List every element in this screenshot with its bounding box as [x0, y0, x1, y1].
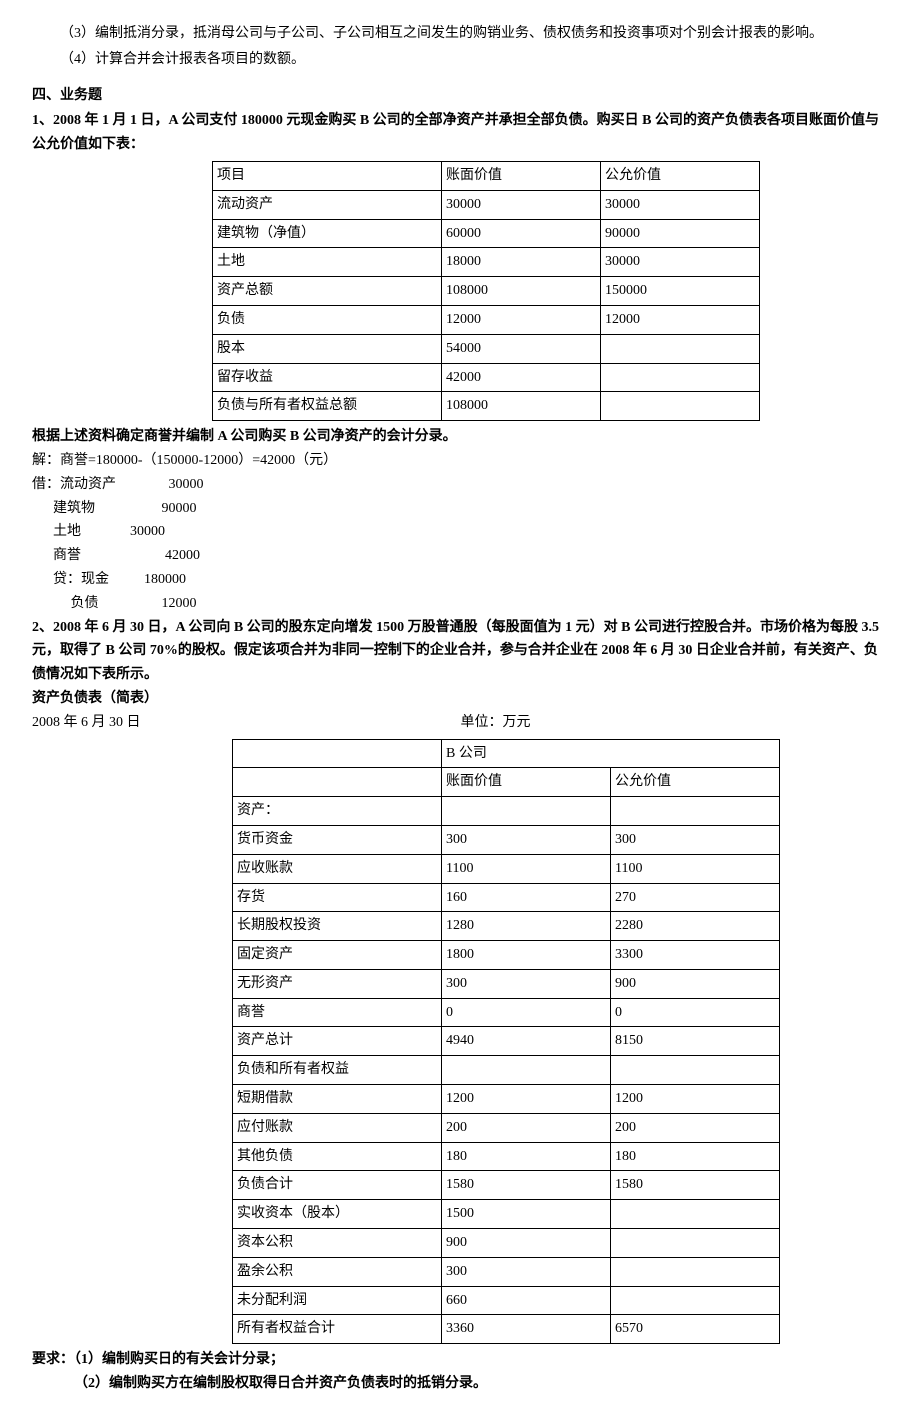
- t2-header-blank: [233, 739, 442, 768]
- q2-req2: （2）编制购买方在编制股权取得日合并资产负债表时的抵销分录。: [32, 1372, 888, 1396]
- table-row: 负债和所有者权益: [233, 1056, 780, 1085]
- q1-entries: 借：流动资产 30000 建筑物 90000 土地 30000 商誉 42000…: [32, 473, 888, 616]
- q1-solution-line: 解：商誉=180000-（150000-12000）=42000（元）: [32, 449, 888, 473]
- table-row: 负债合计15801580: [233, 1171, 780, 1200]
- entry-line: 土地 30000: [32, 520, 888, 544]
- paragraph-4: （4）计算合并会计报表各项目的数额。: [32, 48, 888, 72]
- header-fair: 公允价值: [601, 161, 760, 190]
- entry-line: 负债 12000: [32, 592, 888, 616]
- q2-unit: 单位：万元: [461, 711, 531, 735]
- q1-intro: 1、2008 年 1 月 1 日，A 公司支付 180000 元现金购买 B 公…: [32, 109, 888, 157]
- table-row: 短期借款12001200: [233, 1085, 780, 1114]
- entry-line: 商誉 42000: [32, 544, 888, 568]
- q2-intro: 2、2008 年 6 月 30 日，A 公司向 B 公司的股东定向增发 1500…: [32, 616, 888, 687]
- table-row: 账面价值 公允价值: [233, 768, 780, 797]
- table-row: 土地1800030000: [213, 248, 760, 277]
- t2-header-company: B 公司: [442, 739, 780, 768]
- table-row: 负债与所有者权益总额108000: [213, 392, 760, 421]
- table-row: B 公司: [233, 739, 780, 768]
- table-row: 长期股权投资12802280: [233, 912, 780, 941]
- header-book: 账面价值: [442, 161, 601, 190]
- table-row: 所有者权益合计33606570: [233, 1315, 780, 1344]
- paragraph-3: （3）编制抵消分录，抵消母公司与子公司、子公司相互之间发生的购销业务、债权债务和…: [32, 22, 888, 46]
- table-row: 资本公积900: [233, 1229, 780, 1258]
- table-row: 实收资本（股本）1500: [233, 1200, 780, 1229]
- table-row: 流动资产3000030000: [213, 190, 760, 219]
- q2-date: 2008 年 6 月 30 日: [32, 711, 141, 735]
- q2-req1: 要求：（1）编制购买日的有关会计分录；: [32, 1348, 888, 1372]
- table-row: 无形资产300900: [233, 969, 780, 998]
- table-row: 存货160270: [233, 883, 780, 912]
- table-row: 负债1200012000: [213, 305, 760, 334]
- table-row: 其他负债180180: [233, 1142, 780, 1171]
- entry-line: 借：流动资产 30000: [32, 473, 888, 497]
- table-row: 货币资金300300: [233, 825, 780, 854]
- table-row: 建筑物（净值）6000090000: [213, 219, 760, 248]
- table-row: 应收账款11001100: [233, 854, 780, 883]
- entry-line: 建筑物 90000: [32, 497, 888, 521]
- table-row: 未分配利润660: [233, 1286, 780, 1315]
- q2-date-unit: 2008 年 6 月 30 日 单位：万元: [32, 711, 732, 735]
- table-row: 资产：: [233, 797, 780, 826]
- table-row: 资产总额108000150000: [213, 277, 760, 306]
- table-row: 应付账款200200: [233, 1113, 780, 1142]
- table-row: 留存收益42000: [213, 363, 760, 392]
- table-row: 盈余公积300: [233, 1257, 780, 1286]
- table-1: 项目 账面价值 公允价值 流动资产3000030000 建筑物（净值）60000…: [212, 161, 760, 421]
- header-item: 项目: [213, 161, 442, 190]
- q2-table-title: 资产负债表（简表）: [32, 687, 888, 711]
- table-row: 资产总计49408150: [233, 1027, 780, 1056]
- section-4-title: 四、业务题: [32, 84, 888, 108]
- table-row: 固定资产18003300: [233, 941, 780, 970]
- table-2: B 公司 账面价值 公允价值 资产： 货币资金300300 应收账款110011…: [232, 739, 780, 1345]
- entry-line: 贷：现金 180000: [32, 568, 888, 592]
- table-row: 商誉00: [233, 998, 780, 1027]
- table-row: 项目 账面价值 公允价值: [213, 161, 760, 190]
- q1-requirement: 根据上述资料确定商誉并编制 A 公司购买 B 公司净资产的会计分录。: [32, 425, 888, 449]
- table-row: 股本54000: [213, 334, 760, 363]
